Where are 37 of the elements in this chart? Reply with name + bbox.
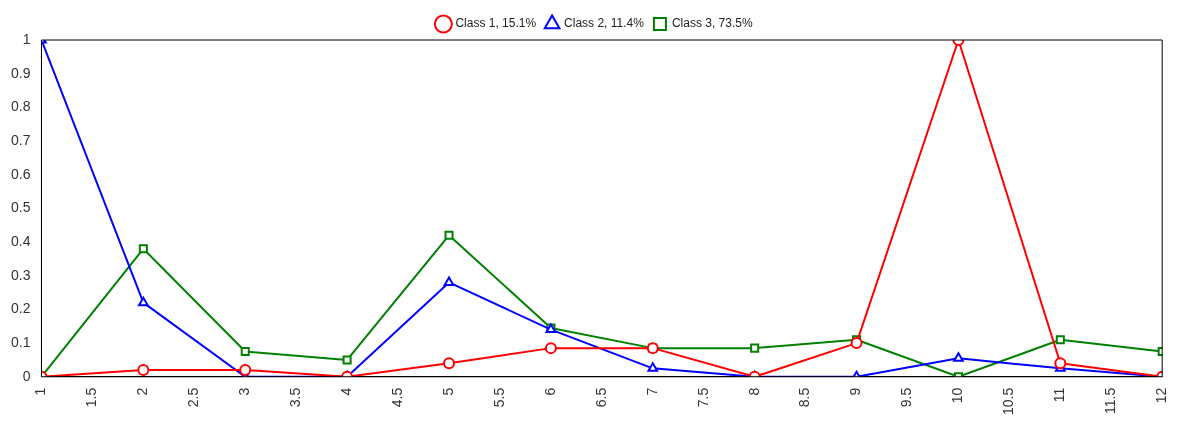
- legend-label: Class 3, 73.5%: [671, 16, 753, 31]
- x-tick-label: 11: [1051, 387, 1068, 403]
- y-tick-label: 0.5: [10, 199, 31, 216]
- x-tick-label: 7: [643, 387, 660, 396]
- x-tick-label: 7.5: [694, 387, 711, 408]
- x-tick-label: 10.5: [1000, 387, 1017, 415]
- x-tick-label: 8: [745, 387, 762, 396]
- y-tick-label: 0.3: [10, 266, 31, 283]
- x-tick-label: 5: [439, 387, 456, 396]
- x-tick-label: 1.5: [83, 387, 100, 408]
- y-tick-label: 0.2: [10, 300, 31, 317]
- x-tick-label: 3: [236, 387, 253, 396]
- y-tick-label: 0: [22, 367, 31, 384]
- y-tick-label: 0.4: [10, 232, 31, 249]
- x-tick-label: 8.5: [796, 387, 813, 408]
- y-tick-label: 0.7: [10, 131, 31, 148]
- legend-label: Class 2, 11.4%: [564, 16, 645, 31]
- x-tick-label: 3.5: [287, 387, 304, 408]
- x-tick-label: 9.5: [898, 387, 915, 408]
- y-tick-label: 1: [22, 30, 31, 47]
- y-tick-label: 0.6: [10, 165, 31, 182]
- x-tick-label: 4.5: [388, 387, 405, 408]
- x-tick-label: 9: [847, 387, 864, 396]
- x-tick-label: 2.5: [185, 387, 202, 408]
- y-tick-label: 0.9: [10, 64, 31, 81]
- x-tick-label: 2: [134, 387, 151, 396]
- x-tick-label: 4: [337, 387, 354, 396]
- x-tick-label: 6.5: [592, 387, 609, 408]
- x-tick-label: 6: [541, 387, 558, 396]
- x-tick-label: 5.5: [490, 387, 507, 408]
- x-tick-label: 1: [32, 387, 49, 396]
- y-tick-label: 0.8: [10, 98, 31, 115]
- x-tick-label: 10: [949, 387, 966, 404]
- x-tick-label: 11.5: [1102, 387, 1119, 414]
- y-tick-label: 0.1: [10, 333, 31, 350]
- x-tick-label: 12: [1153, 387, 1170, 404]
- legend-label: Class 1, 15.1%: [455, 16, 537, 31]
